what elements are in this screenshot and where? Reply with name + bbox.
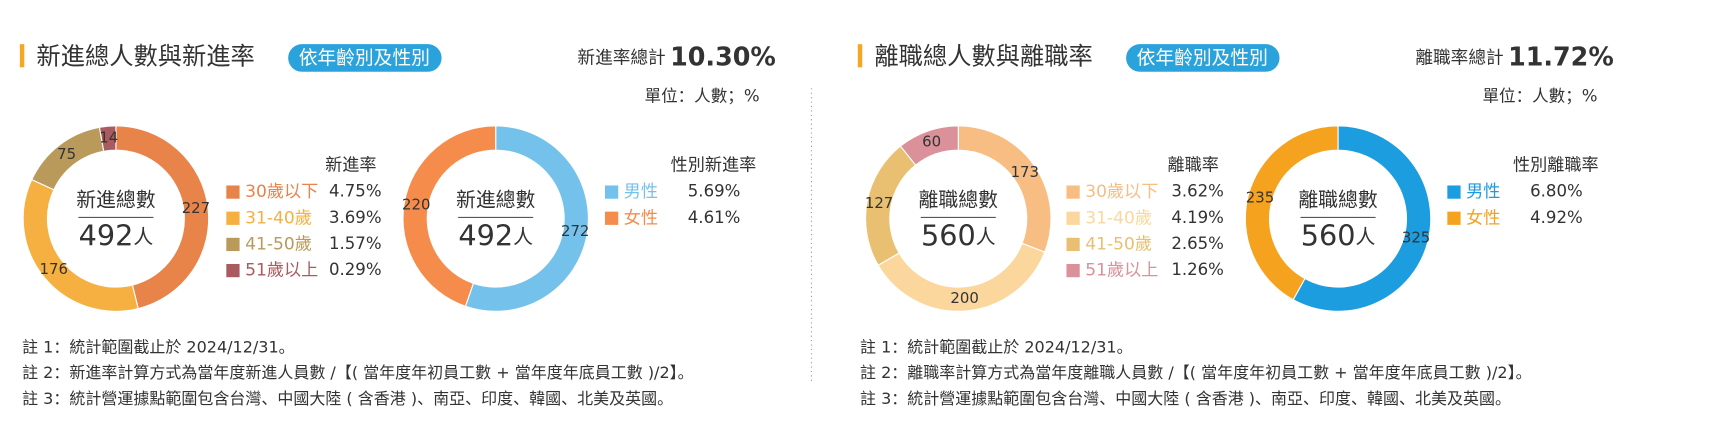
legend-swatch bbox=[1066, 237, 1080, 252]
center-number: 560 bbox=[921, 218, 976, 252]
legend-swatch bbox=[604, 185, 619, 199]
legend-rate: 3.62% bbox=[1171, 182, 1224, 201]
legend-label: 女性 bbox=[1466, 208, 1500, 228]
legend-rate: 4.19% bbox=[1171, 208, 1224, 227]
legend-swatch bbox=[1447, 211, 1461, 225]
legend-swatch bbox=[226, 185, 240, 199]
tag-text: 依年齡別及性別 bbox=[299, 47, 430, 69]
legend-title: 離職率 bbox=[1167, 156, 1218, 176]
legend-title: 新進率 bbox=[325, 156, 376, 176]
unit: 單位：人數；% bbox=[1482, 87, 1597, 106]
legend-rate: 3.69% bbox=[329, 208, 382, 227]
legend-rate: 0.29% bbox=[329, 260, 382, 279]
center-total: 560人 bbox=[1301, 218, 1376, 252]
legend-swatch bbox=[604, 211, 619, 225]
legend-rate: 2.65% bbox=[1171, 234, 1224, 253]
legend-swatch bbox=[1066, 185, 1080, 199]
center-total: 560人 bbox=[921, 218, 996, 252]
tag-pill bbox=[1126, 44, 1280, 72]
panel-title: 離職總人數與離職率 bbox=[874, 41, 1092, 70]
legend-swatch bbox=[1066, 263, 1080, 278]
center-unit: 人 bbox=[513, 225, 533, 248]
tag-text: 依年齡別及性別 bbox=[1137, 47, 1268, 69]
center-number: 560 bbox=[1301, 218, 1356, 252]
legend-swatch bbox=[226, 263, 240, 278]
center-label: 離職總數 bbox=[919, 188, 999, 211]
legend-swatch bbox=[1066, 211, 1080, 225]
note: 註 2：離職率計算方式為當年度離職人員數 /【( 當年度年初員工數 + 當年度年… bbox=[860, 363, 1532, 382]
title-bar bbox=[19, 44, 25, 68]
center-label: 新進總數 bbox=[456, 188, 536, 211]
data-label: 235 bbox=[1246, 188, 1274, 206]
note: 註 1：統計範圍截止於 2024/12/31。 bbox=[860, 337, 1133, 356]
center-total: 492人 bbox=[458, 218, 533, 252]
legend-rate: 4.61% bbox=[688, 208, 741, 227]
data-label: 176 bbox=[40, 260, 68, 278]
data-label: 227 bbox=[182, 199, 210, 217]
donut-segment bbox=[98, 125, 117, 152]
donut-segment bbox=[402, 125, 497, 307]
legend-label: 30歲以下 bbox=[245, 182, 318, 202]
legend-swatch bbox=[1447, 185, 1461, 199]
legend-rate: 6.80% bbox=[1530, 182, 1583, 201]
total-label: 新進率總計 bbox=[577, 48, 665, 69]
legend-rate: 4.92% bbox=[1530, 208, 1583, 227]
panel-title: 新進總人數與新進率 bbox=[36, 41, 254, 70]
total-label: 離職率總計 bbox=[1415, 48, 1503, 69]
center-number: 492 bbox=[79, 218, 134, 252]
title-bar bbox=[857, 44, 863, 68]
note: 註 3：統計營運據點範圍包含台灣、中國大陸 ( 含香港 )、南亞、印度、韓國、北… bbox=[22, 389, 673, 408]
center-unit: 人 bbox=[1356, 225, 1376, 248]
legend-label: 女性 bbox=[624, 208, 658, 228]
donut-segment bbox=[1244, 125, 1339, 301]
legend-rate: 4.75% bbox=[329, 182, 382, 201]
legend-label: 51歲以上 bbox=[245, 261, 318, 281]
legend-rate: 1.57% bbox=[329, 234, 382, 253]
data-label: 14 bbox=[99, 128, 118, 146]
tag-pill bbox=[288, 44, 442, 72]
data-label: 173 bbox=[1011, 163, 1039, 181]
donut-segment bbox=[899, 125, 959, 166]
note: 註 2：新進率計算方式為當年度新進人員數 /【( 當年度年初員工數 + 當年度年… bbox=[22, 363, 694, 382]
legend-label: 51歲以上 bbox=[1085, 261, 1158, 281]
data-label: 127 bbox=[865, 194, 893, 212]
legend-rate: 5.69% bbox=[688, 182, 741, 201]
unit: 單位：人數；% bbox=[645, 87, 760, 106]
donut-segment bbox=[1292, 125, 1432, 312]
data-label: 75 bbox=[57, 145, 76, 163]
center-label: 新進總數 bbox=[76, 188, 156, 211]
legend-label: 31-40歲 bbox=[1085, 208, 1152, 228]
legend-rate: 1.26% bbox=[1171, 260, 1224, 279]
data-label: 325 bbox=[1402, 229, 1430, 247]
legend-label: 31-40歲 bbox=[245, 208, 312, 228]
center-unit: 人 bbox=[976, 225, 996, 248]
data-label: 200 bbox=[950, 289, 978, 307]
legend-label: 41-50歲 bbox=[1085, 234, 1152, 254]
note: 註 1：統計範圍截止於 2024/12/31。 bbox=[22, 337, 295, 356]
center-label: 離職總數 bbox=[1298, 188, 1378, 211]
center-total: 492人 bbox=[79, 218, 154, 252]
legend-label: 男性 bbox=[1466, 182, 1500, 202]
legend-label: 41-50歲 bbox=[245, 234, 312, 254]
legend-label: 30歲以下 bbox=[1085, 182, 1158, 202]
legend-title: 性別離職率 bbox=[1513, 156, 1599, 176]
legend-label: 男性 bbox=[624, 182, 658, 202]
total-value: 11.72% bbox=[1508, 42, 1614, 72]
data-label: 272 bbox=[561, 222, 589, 240]
legend-title: 性別新進率 bbox=[671, 156, 757, 176]
legend-swatch bbox=[226, 211, 240, 225]
data-label: 220 bbox=[402, 195, 430, 213]
legend-swatch bbox=[226, 237, 240, 252]
data-label: 60 bbox=[922, 133, 941, 151]
center-number: 492 bbox=[458, 218, 513, 252]
donut-segment bbox=[115, 125, 210, 310]
content: 新進總人數與新進率 依年齡別及性別 新進率總計 10.30% 單位：人數；% 註 1：統計… bbox=[19, 41, 1614, 408]
donut-segment bbox=[464, 125, 589, 312]
center-unit: 人 bbox=[133, 225, 153, 248]
note: 註 3：統計營運據點範圍包含台灣、中國大陸 ( 含香港 )、南亞、印度、韓國、北… bbox=[860, 389, 1511, 408]
total-value: 10.30% bbox=[670, 42, 776, 72]
